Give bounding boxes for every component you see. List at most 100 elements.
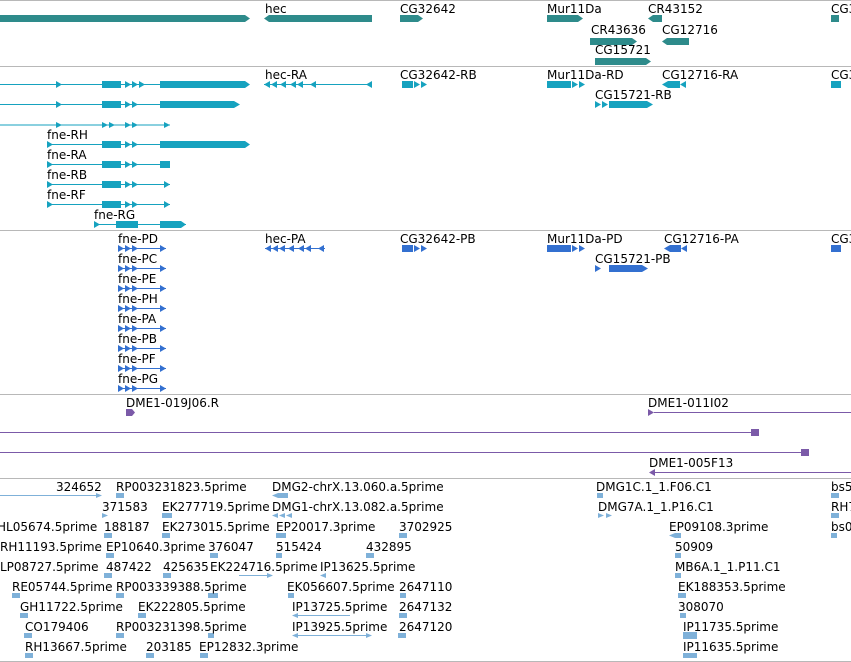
mrna-label[interactable]: fne-RH bbox=[47, 128, 88, 142]
est-label[interactable]: RH11193.5prime bbox=[0, 540, 102, 554]
est-label[interactable]: EK056607.5prime bbox=[287, 580, 395, 594]
est-label[interactable]: 203185 bbox=[146, 640, 192, 654]
est-label[interactable]: RH7 bbox=[831, 500, 851, 514]
est-label[interactable]: EP20017.3prime bbox=[276, 520, 376, 534]
mrna-label[interactable]: CG12716-RA bbox=[662, 68, 739, 82]
bac-label[interactable]: DME1-019J06.R bbox=[126, 396, 220, 410]
est-label[interactable]: IP11735.5prime bbox=[683, 620, 779, 634]
est-label[interactable]: EP12832.3prime bbox=[199, 640, 299, 654]
mrna-label[interactable]: hec-RA bbox=[265, 68, 307, 82]
mrna-label[interactable]: CG32642-RB bbox=[400, 68, 477, 82]
protein-label[interactable]: fne-PD bbox=[118, 232, 159, 246]
est-label[interactable]: IP13625.5prime bbox=[320, 560, 416, 574]
mrna-label[interactable]: fne-RG bbox=[94, 208, 136, 222]
est-label[interactable]: IP13725.5prime bbox=[292, 600, 388, 614]
est-label[interactable]: DMG1-chrX.13.082.a.5prime bbox=[272, 500, 444, 514]
est-glyph bbox=[208, 593, 218, 598]
gene-label[interactable]: CG32642 bbox=[400, 2, 456, 16]
est-label[interactable]: CO179406 bbox=[25, 620, 89, 634]
gene-label[interactable]: CG15721 bbox=[595, 43, 651, 57]
mrna-fne-rg-glyph bbox=[94, 221, 186, 228]
est-label[interactable]: 371583 bbox=[102, 500, 148, 514]
gene-label[interactable]: CG3 bbox=[831, 2, 851, 16]
est-label[interactable]: RP003339388.5prime bbox=[116, 580, 247, 594]
est-label[interactable]: DMG2-chrX.13.060.a.5prime bbox=[272, 480, 444, 494]
protein-label[interactable]: Mur11Da-PD bbox=[547, 232, 623, 246]
protein-label[interactable]: fne-PF bbox=[118, 352, 156, 366]
protein-label[interactable]: hec-PA bbox=[265, 232, 306, 246]
est-label[interactable]: 188187 bbox=[104, 520, 150, 534]
est-label[interactable]: EK222805.5prime bbox=[138, 600, 246, 614]
est-label[interactable]: IP13925.5prime bbox=[292, 620, 388, 634]
est-label[interactable]: RE05744.5prime bbox=[12, 580, 113, 594]
gene-cg12716-glyph bbox=[662, 38, 689, 45]
gene-label[interactable]: CR43636 bbox=[591, 23, 646, 37]
est-label[interactable]: 515424 bbox=[276, 540, 322, 554]
protein-label[interactable]: fne-PA bbox=[118, 312, 157, 326]
gene-label[interactable]: Mur11Da bbox=[547, 2, 602, 16]
est-label[interactable]: 487422 bbox=[106, 560, 152, 574]
protein-label[interactable]: CG12716-PA bbox=[664, 232, 739, 246]
protein-track: fne-PD hec-PA CG32642-PB Mur11Da-PD CG12… bbox=[0, 230, 851, 394]
est-glyph bbox=[279, 513, 285, 518]
est-label[interactable]: 376047 bbox=[208, 540, 254, 554]
est-label[interactable]: 2647132 bbox=[399, 600, 453, 614]
est-label[interactable]: 2647120 bbox=[399, 620, 453, 634]
est-label[interactable]: 324652 bbox=[56, 480, 102, 494]
protein-label[interactable]: fne-PB bbox=[118, 332, 158, 346]
bac-dme1-011i02-glyph bbox=[648, 409, 851, 416]
est-label[interactable]: EP10640.3prime bbox=[106, 540, 206, 554]
est-label[interactable]: 432895 bbox=[366, 540, 412, 554]
est-glyph bbox=[606, 513, 612, 518]
est-label[interactable]: MB6A.1_1.P11.C1 bbox=[675, 560, 781, 574]
est-glyph bbox=[286, 513, 292, 518]
gene-label[interactable]: CR43152 bbox=[648, 2, 703, 16]
est-label[interactable]: 2647110 bbox=[399, 580, 453, 594]
mrna-label[interactable]: Mur11Da-RD bbox=[547, 68, 624, 82]
gene-label[interactable]: CG12716 bbox=[662, 23, 718, 37]
est-label[interactable]: 425635 bbox=[163, 560, 209, 574]
est-glyph bbox=[675, 553, 681, 558]
est-label[interactable]: EK188353.5prime bbox=[678, 580, 786, 594]
est-glyph bbox=[267, 573, 273, 578]
mrna-label[interactable]: CG15721-RB bbox=[595, 88, 672, 102]
mrna-label[interactable]: fne-RB bbox=[47, 168, 88, 182]
protein-label[interactable]: CG3 bbox=[831, 232, 851, 246]
est-label[interactable]: EK224716.5prime bbox=[210, 560, 318, 574]
est-label[interactable]: EK273015.5prime bbox=[162, 520, 270, 534]
est-label[interactable]: DMG1C.1_1.F06.C1 bbox=[596, 480, 712, 494]
gene-label[interactable]: hec bbox=[265, 2, 287, 16]
est-label[interactable]: RP003231398.5prime bbox=[116, 620, 247, 634]
est-glyph bbox=[162, 533, 170, 538]
protein-label[interactable]: fne-PG bbox=[118, 372, 159, 386]
est-label[interactable]: HL05674.5prime bbox=[0, 520, 98, 534]
est-label[interactable]: bs5 bbox=[831, 480, 851, 494]
track-separator bbox=[0, 478, 851, 479]
est-label[interactable]: RP003231823.5prime bbox=[116, 480, 247, 494]
bac-long-clone-glyph-2 bbox=[0, 449, 809, 456]
mrna-label[interactable]: fne-RF bbox=[47, 188, 86, 202]
protein-cg12716-pa-glyph bbox=[664, 245, 687, 252]
protein-label[interactable]: CG15721-PB bbox=[595, 252, 671, 266]
mrna-label[interactable]: CG3 bbox=[831, 68, 851, 82]
protein-label[interactable]: CG32642-PB bbox=[400, 232, 476, 246]
bac-label[interactable]: DME1-005F13 bbox=[649, 456, 734, 470]
protein-label[interactable]: fne-PC bbox=[118, 252, 158, 266]
est-label[interactable]: EP09108.3prime bbox=[669, 520, 769, 534]
est-glyph bbox=[669, 533, 675, 538]
est-label[interactable]: RH13667.5prime bbox=[25, 640, 127, 654]
est-label[interactable]: EK277719.5prime bbox=[162, 500, 270, 514]
est-label[interactable]: LP08727.5prime bbox=[0, 560, 99, 574]
track-separator bbox=[0, 394, 851, 395]
bac-label[interactable]: DME1-011I02 bbox=[648, 396, 729, 410]
est-label[interactable]: 50909 bbox=[675, 540, 714, 554]
est-label[interactable]: DMG7A.1_1.P16.C1 bbox=[598, 500, 714, 514]
est-label[interactable]: 308070 bbox=[678, 600, 724, 614]
est-label[interactable]: 3702925 bbox=[399, 520, 453, 534]
est-label[interactable]: IP11635.5prime bbox=[683, 640, 779, 654]
protein-label[interactable]: fne-PH bbox=[118, 292, 158, 306]
mrna-label[interactable]: fne-RA bbox=[47, 148, 87, 162]
est-label[interactable]: bs0 bbox=[831, 520, 851, 534]
est-label[interactable]: GH11722.5prime bbox=[20, 600, 123, 614]
protein-label[interactable]: fne-PE bbox=[118, 272, 157, 286]
